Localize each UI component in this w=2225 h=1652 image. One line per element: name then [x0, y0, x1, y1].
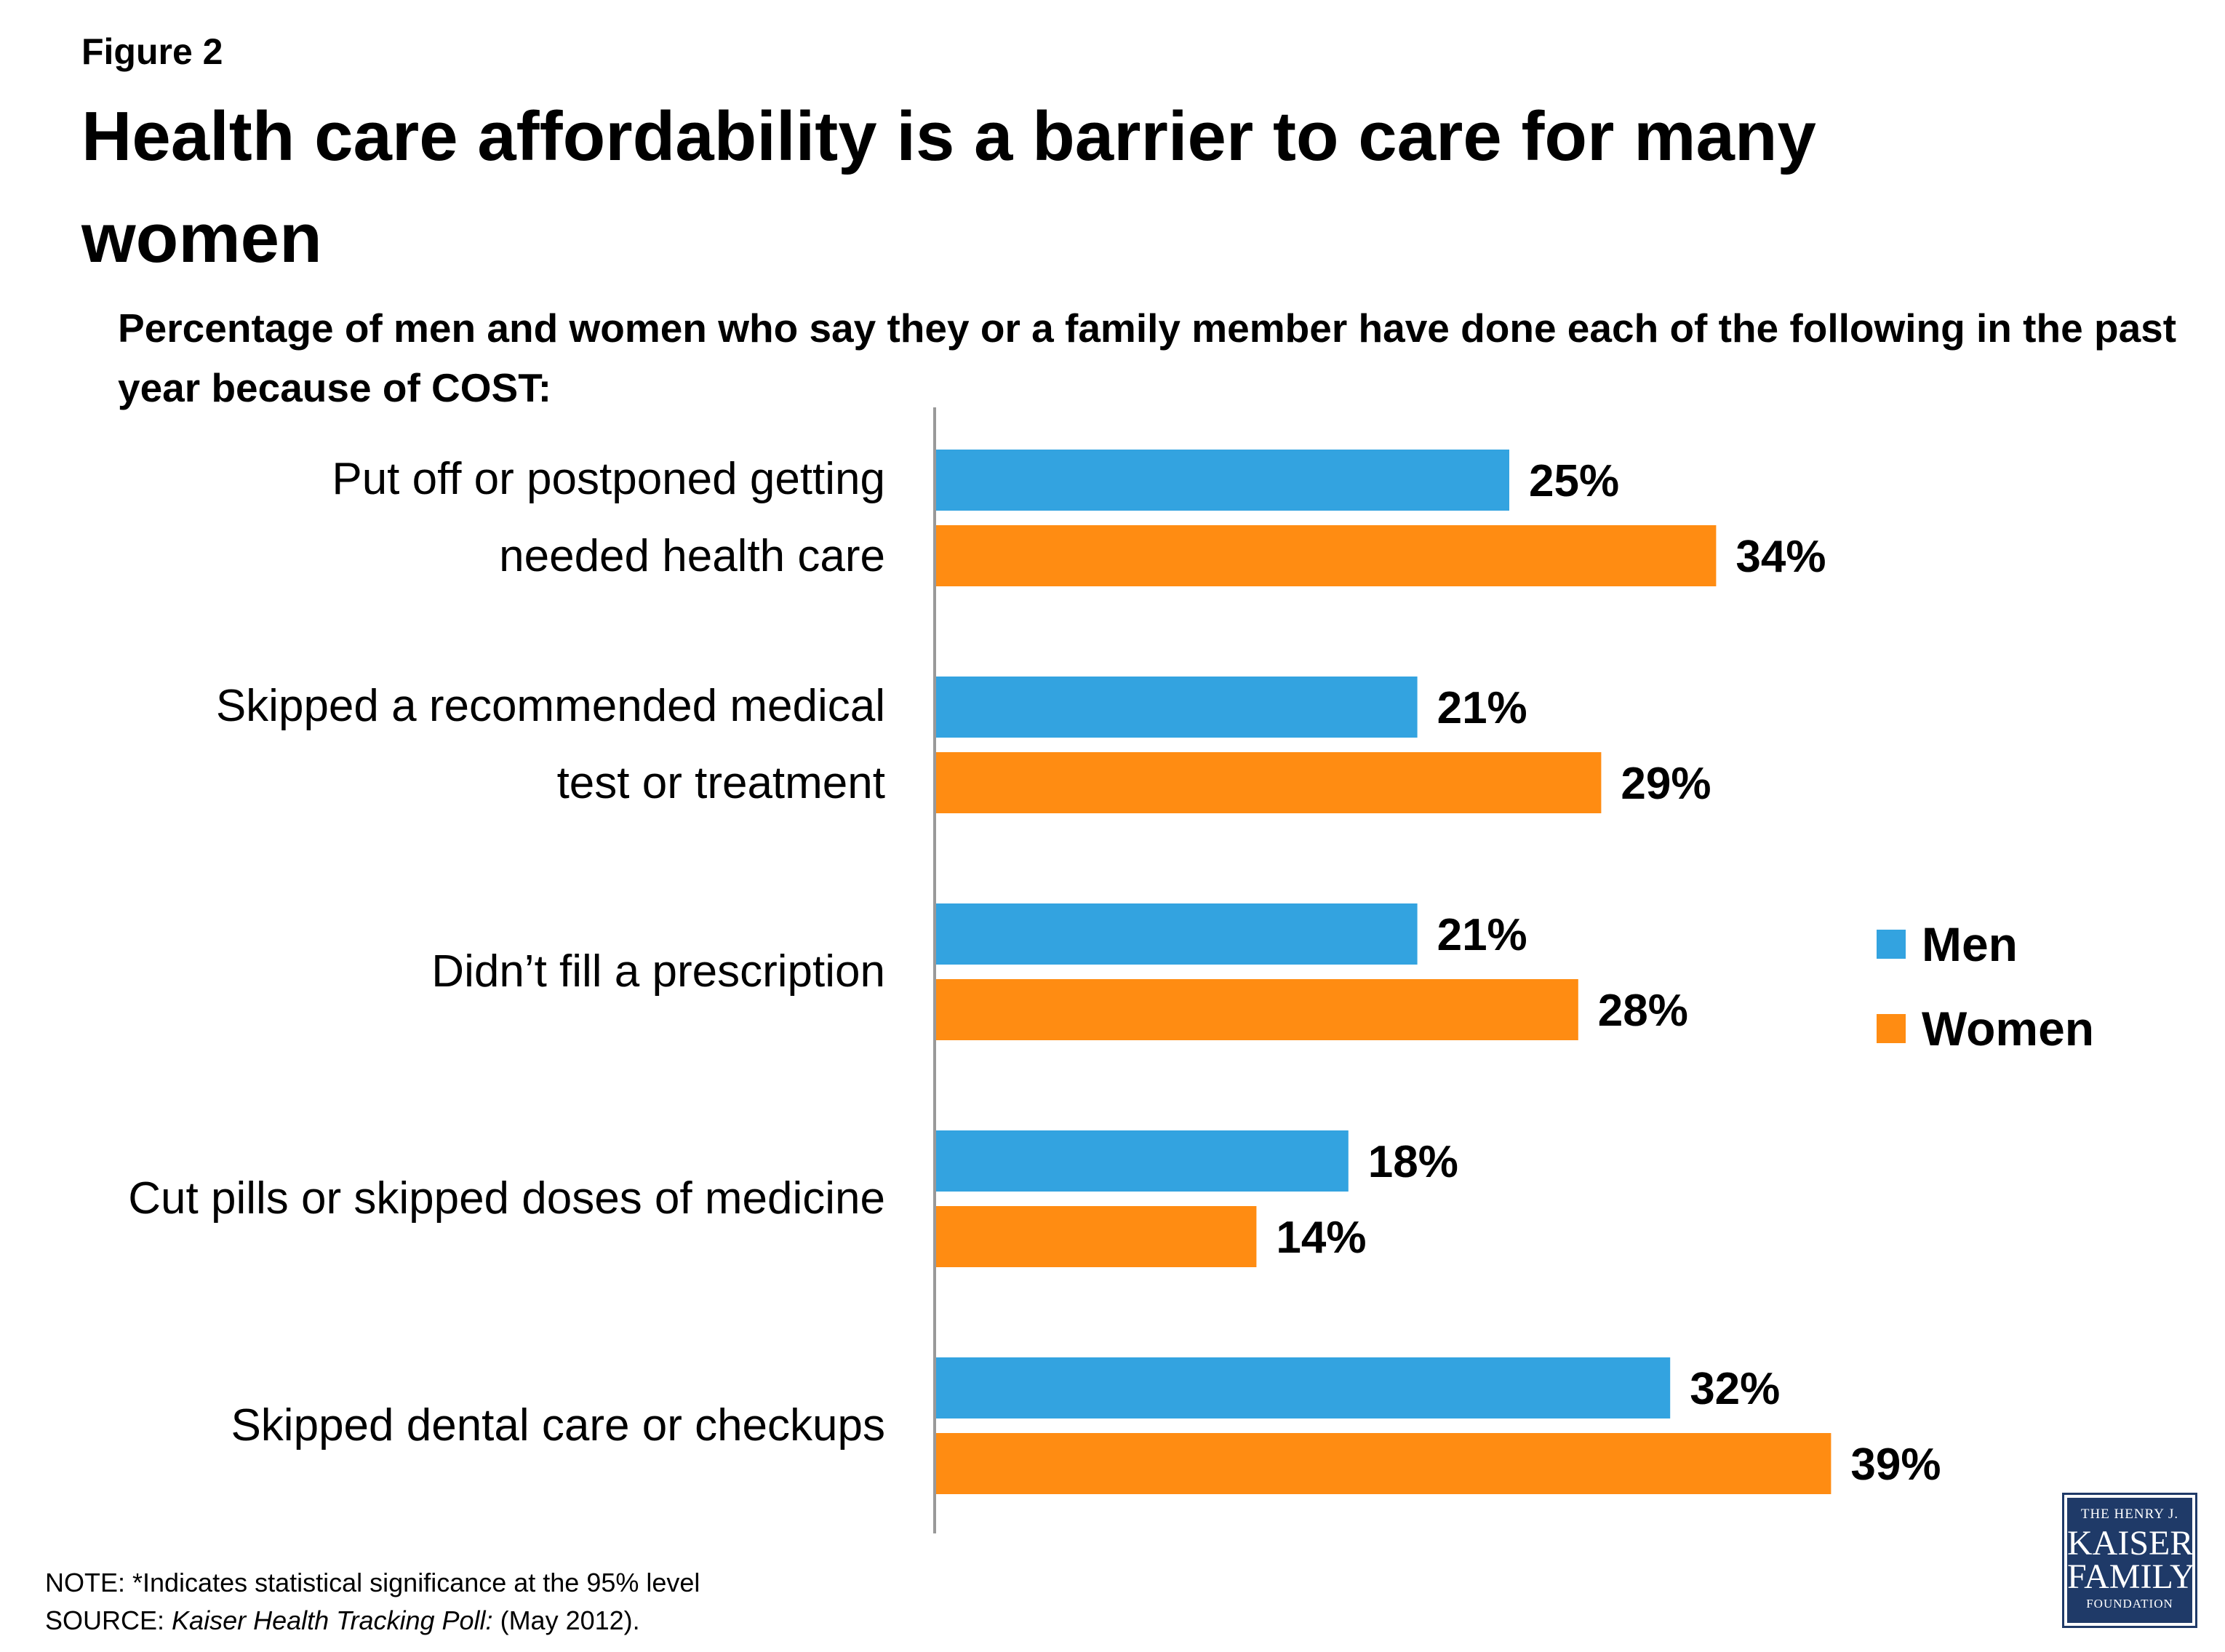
logo-line-4: FOUNDATION: [2086, 1597, 2173, 1611]
bar-women-3: [935, 1206, 1257, 1267]
bar-women-0: [935, 525, 1717, 586]
legend-label-men: Men: [1922, 917, 2018, 971]
bar-men-1: [935, 677, 1418, 738]
bar-men-0: [935, 450, 1509, 511]
bar-women-2: [935, 979, 1578, 1040]
category-label-1-1: test or treatment: [557, 758, 885, 808]
category-label-2-0: Didn’t fill a prescription: [431, 946, 885, 997]
bar-women-4: [935, 1433, 1831, 1494]
logo-line-2: KAISER: [2067, 1524, 2194, 1563]
category-label-0-0: Put off or postponed getting: [332, 454, 885, 504]
kaiser-family-foundation-logo: THE HENRY J. KAISER FAMILY FOUNDATION: [2062, 1493, 2197, 1628]
bar-men-4: [935, 1357, 1671, 1418]
legend: Men Women: [1877, 902, 2094, 1071]
logo-line-1: THE HENRY J.: [2080, 1507, 2179, 1522]
data-label-men-1: 21%: [1437, 683, 1527, 733]
data-label-women-3: 14%: [1276, 1213, 1366, 1263]
source-text: SOURCE: Kaiser Health Tracking Poll: (Ma…: [45, 1602, 700, 1640]
bar-men-2: [935, 903, 1418, 965]
footnote: NOTE: *Indicates statistical significanc…: [45, 1564, 700, 1640]
note-text: NOTE: *Indicates statistical significanc…: [45, 1568, 700, 1597]
chart-subtitle: Percentage of men and women who say they…: [118, 306, 2177, 410]
figure-label: Figure 2: [81, 31, 223, 72]
category-label-0-1: needed health care: [499, 531, 885, 581]
legend-label-women: Women: [1922, 1002, 2095, 1056]
legend-swatch-women: [1877, 1014, 1906, 1043]
data-label-women-1: 29%: [1621, 759, 1711, 809]
source-italic: Kaiser Health Tracking Poll:: [172, 1605, 493, 1635]
bar-men-3: [935, 1130, 1349, 1192]
legend-item-men: Men: [1877, 902, 2094, 986]
data-label-men-3: 18%: [1368, 1137, 1458, 1187]
source-prefix: SOURCE:: [45, 1605, 165, 1635]
category-label-3-0: Cut pills or skipped doses of medicine: [128, 1173, 885, 1224]
source-suffix: (May 2012).: [500, 1605, 640, 1635]
logo-line-3: FAMILY: [2067, 1557, 2195, 1596]
data-label-men-0: 25%: [1529, 456, 1619, 506]
data-label-men-4: 32%: [1690, 1364, 1780, 1414]
legend-swatch-men: [1877, 930, 1906, 959]
data-label-men-2: 21%: [1437, 910, 1527, 960]
chart-title: Health care affordability is a barrier t…: [81, 97, 1816, 277]
bar-women-1: [935, 752, 1602, 813]
legend-item-women: Women: [1877, 986, 2094, 1071]
data-label-women-0: 34%: [1735, 532, 1826, 582]
category-label-4-0: Skipped dental care or checkups: [231, 1400, 885, 1451]
data-label-women-4: 39%: [1850, 1440, 1941, 1490]
category-label-1-0: Skipped a recommended medical: [216, 681, 885, 731]
data-label-women-2: 28%: [1598, 986, 1688, 1036]
